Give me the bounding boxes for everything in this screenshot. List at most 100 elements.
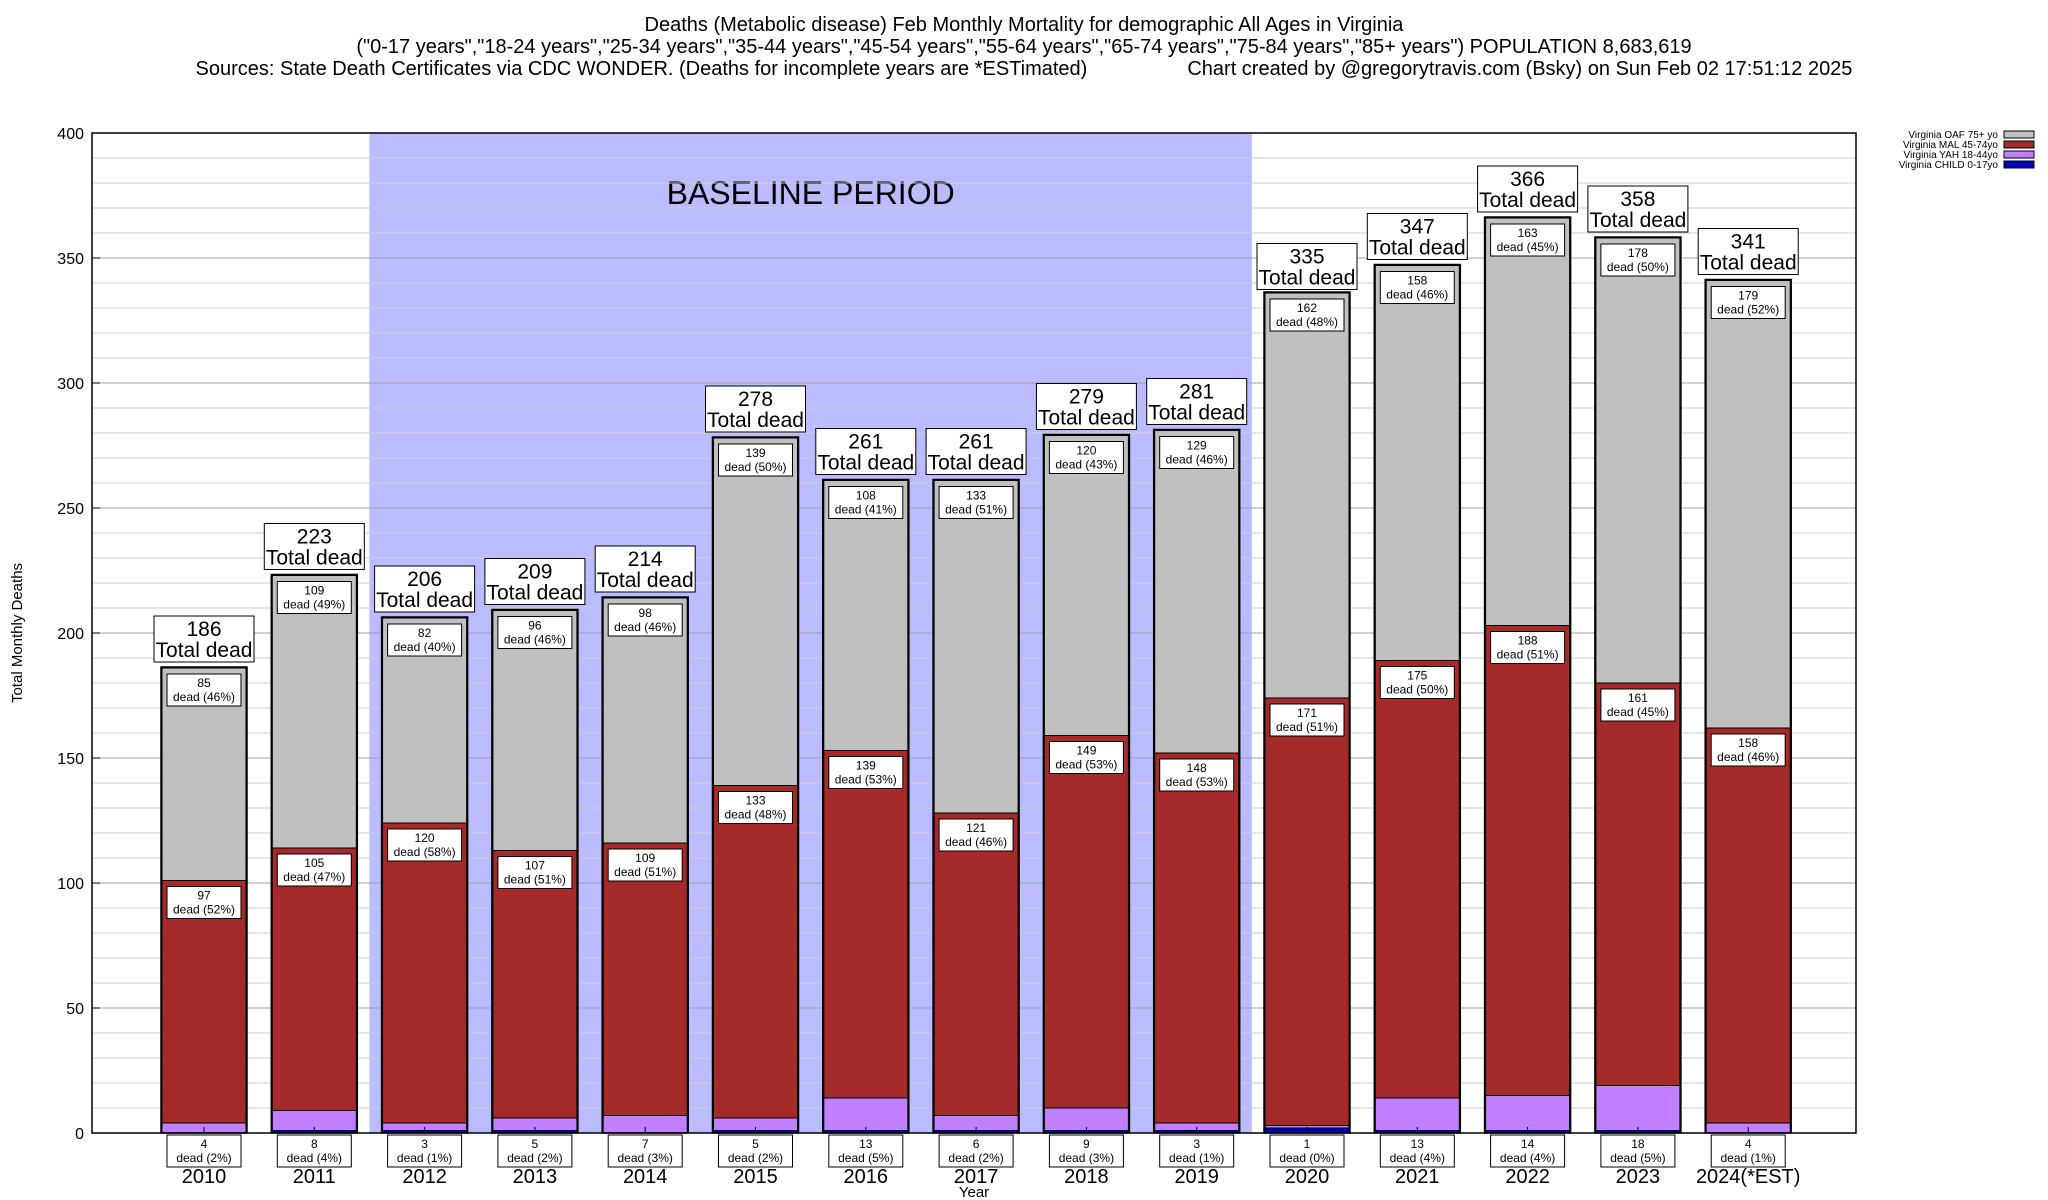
segment-label-box [497, 616, 573, 649]
segment-label-value: 139 [745, 446, 765, 460]
segment-label-box [166, 673, 242, 707]
total-label-box [484, 558, 586, 605]
total-label-box [153, 615, 255, 663]
segment-label-box [718, 443, 793, 477]
segment-label-value: 1 [1304, 1137, 1311, 1151]
legend-label: Virginia YAH 18-44yo [1903, 150, 1998, 161]
total-label-value: 341 [1731, 231, 1766, 254]
bar-segment-mal [933, 812, 1019, 1116]
segment-label-box [1490, 223, 1566, 257]
axes-layer: 2010 2011 2012 2013 2014 2015 2016 2017 2018 2019… [9, 126, 1857, 1200]
segment-label-box [387, 1134, 463, 1168]
segment-label-box [1379, 1134, 1455, 1168]
legend-swatch [2003, 130, 2035, 139]
total-label-suffix: Total dead [376, 589, 473, 612]
total-label-suffix: Total dead [1038, 407, 1135, 430]
segment-label-box [938, 818, 1014, 852]
segment-label-box [1490, 631, 1566, 664]
total-label-suffix: Total dead [486, 582, 583, 605]
bar-segment-oaf [1154, 430, 1240, 754]
segment-label-value: 105 [304, 856, 324, 870]
segment-label-box [607, 1134, 683, 1168]
chart-sources: Sources: State Death Certificates via CD… [195, 58, 1088, 80]
x-tick-label: 2022 [1505, 1166, 1550, 1188]
segment-label-box [828, 1134, 904, 1168]
x-tick-label: 2014 [623, 1166, 668, 1188]
segment-label-box [607, 603, 683, 637]
bar-segment-yah [1374, 1097, 1460, 1131]
segment-label-box [718, 791, 793, 824]
segment-label-value: 178 [1628, 246, 1648, 260]
total-label-value: 347 [1400, 216, 1435, 239]
total-label-box [1587, 185, 1689, 233]
segment-label-percent: dead (1%) [397, 1151, 452, 1165]
segment-label-percent: dead (51%) [945, 503, 1007, 517]
y-tick-label: 400 [57, 126, 84, 143]
segment-label-value: 8 [311, 1137, 318, 1151]
y-tick-label: 150 [57, 751, 84, 768]
segment-label-value: 3 [1193, 1137, 1200, 1151]
segment-label-value: 175 [1407, 669, 1427, 683]
segment-label-percent: dead (51%) [1497, 648, 1559, 662]
segment-label-value: 121 [966, 821, 986, 835]
bar-segment-mal [1264, 697, 1350, 1126]
segment-label-value: 3 [421, 1137, 428, 1151]
segment-label-value: 109 [635, 851, 655, 865]
bars-layer [160, 216, 1792, 1134]
total-label-suffix: Total dead [817, 452, 914, 475]
segment-label-percent: dead (53%) [1166, 775, 1228, 789]
total-label-suffix: Total dead [928, 452, 1025, 475]
segment-label-percent: dead (48%) [1276, 315, 1338, 329]
chart-title: Deaths (Metabolic disease) Feb Monthly M… [644, 14, 1404, 36]
segment-label-percent: dead (2%) [728, 1151, 783, 1165]
legend-label: Virginia CHILD 0-17yo [1899, 160, 1999, 171]
segment-label-percent: dead (2%) [948, 1151, 1003, 1165]
segment-label-percent: dead (52%) [173, 903, 235, 917]
segment-label-percent: dead (52%) [1717, 303, 1779, 317]
total-label-box [705, 385, 806, 433]
segment-label-percent: dead (5%) [838, 1151, 893, 1165]
segment-label-box [276, 853, 352, 887]
segment-label-box [276, 1134, 352, 1168]
segment-label-percent: dead (53%) [835, 773, 897, 787]
segment-label-percent: dead (2%) [507, 1151, 562, 1165]
segment-label-value: 109 [304, 584, 324, 598]
segment-label-box [1159, 1134, 1235, 1168]
segment-label-percent: dead (50%) [724, 460, 786, 474]
bar-segment-mal [713, 785, 798, 1119]
total-label-value: 366 [1510, 168, 1545, 191]
segment-label-box [1269, 298, 1345, 332]
legend-label: Virginia MAL 45-74yo [1903, 140, 1998, 151]
total-label-suffix: Total dead [266, 547, 363, 570]
segment-label-percent: dead (50%) [1386, 683, 1448, 697]
segment-label-percent: dead (46%) [173, 690, 235, 704]
chart-credit: Chart created by @gregorytravis.com (Bsk… [1187, 58, 1853, 80]
y-tick-label: 350 [57, 251, 84, 268]
total-label-suffix: Total dead [156, 639, 253, 662]
segment-label-value: 148 [1187, 761, 1207, 775]
bar-segment-mal [1705, 727, 1791, 1124]
segment-label-value: 149 [1076, 744, 1096, 758]
segment-label-value: 98 [639, 606, 653, 620]
bar-segment-oaf [271, 575, 357, 849]
segment-label-percent: dead (51%) [614, 865, 676, 879]
